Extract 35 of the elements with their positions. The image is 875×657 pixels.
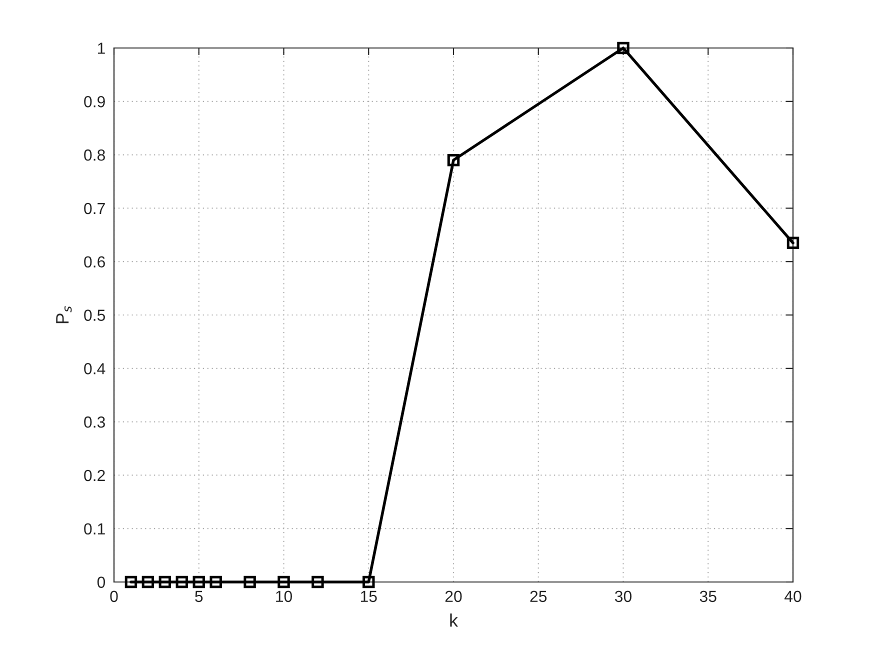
y-tick-label: 0.2 (84, 470, 105, 482)
point (312, 576, 324, 588)
point (176, 576, 188, 588)
point (786, 236, 800, 250)
point (192, 576, 205, 588)
x-tick-label: 10 (276, 590, 292, 602)
y-axis-title: P$_{s}$ (56, 306, 72, 324)
point (617, 42, 630, 54)
x-tick-label: 35 (700, 590, 716, 602)
x-tick-label: 5 (195, 590, 203, 602)
point (244, 576, 256, 588)
point (278, 576, 290, 588)
x-tick-label: 20 (445, 590, 462, 602)
point (142, 576, 154, 588)
y-tick-label: 0.8 (84, 149, 105, 161)
x-tick-label: 15 (360, 590, 377, 602)
y-tick-label: 0.7 (84, 202, 105, 214)
y-tick-label: 0.1 (84, 523, 105, 535)
x-tick-label: 0 (110, 590, 118, 602)
y-tick-label: 0.4 (84, 363, 106, 374)
x-tick-label: 25 (530, 590, 547, 602)
y-tick-label: 0.5 (84, 310, 105, 321)
point (362, 576, 375, 588)
x-axis-title: k (450, 614, 458, 627)
point (447, 154, 460, 166)
y-tick-label: 1 (98, 42, 105, 54)
x-tick-label: 40 (784, 590, 802, 602)
y-tick-label: 0.9 (84, 96, 105, 108)
point (158, 576, 172, 588)
point (124, 576, 138, 588)
y-tick-label: 0.3 (84, 416, 105, 428)
x-tick-label: 30 (614, 590, 632, 602)
y-tick-label: 0.6 (84, 256, 105, 268)
y-tick-label: 0 (97, 576, 106, 588)
point (210, 576, 222, 588)
